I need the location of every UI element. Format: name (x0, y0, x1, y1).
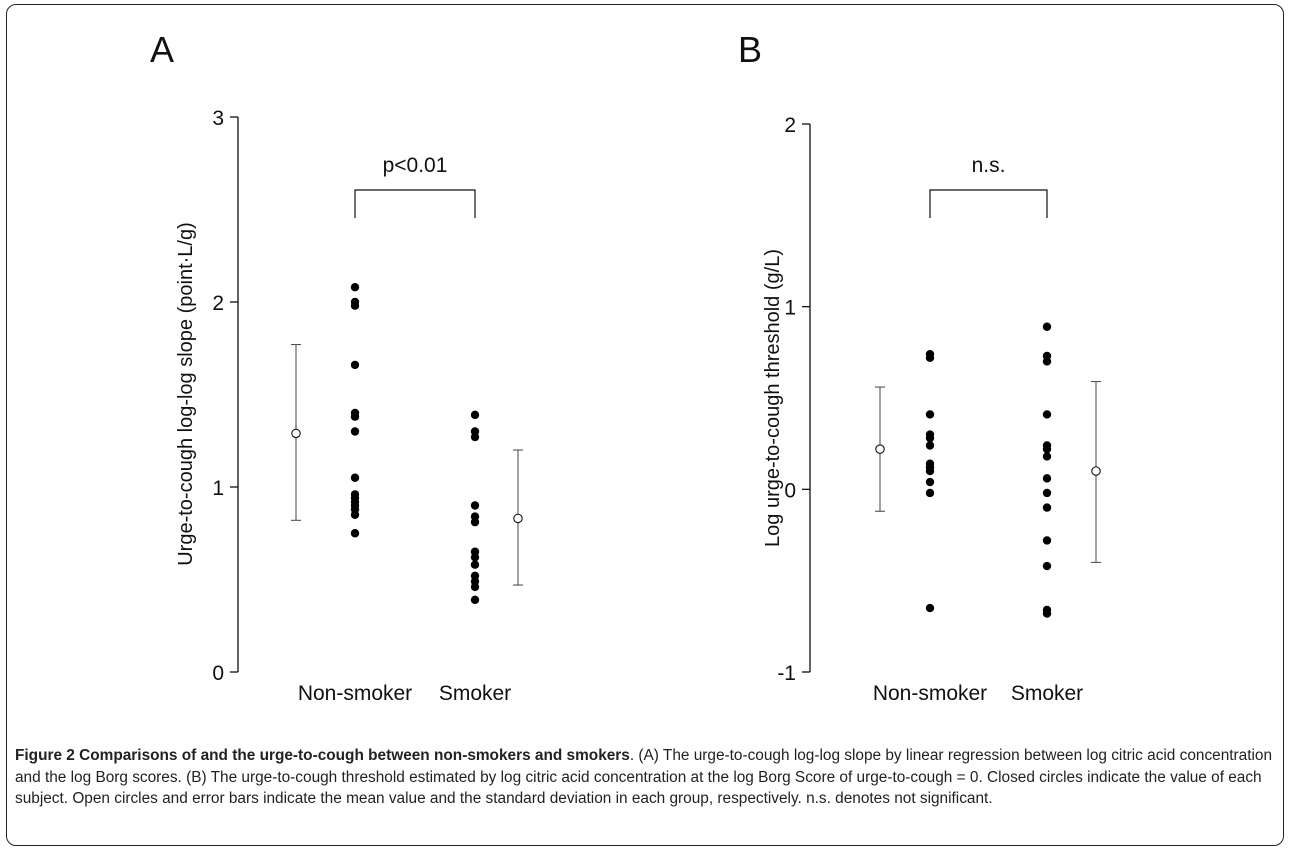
figure-caption: Figure 2 Comparisons of and the urge-to-… (15, 745, 1277, 810)
y-tick-label: 1 (784, 297, 796, 320)
data-point (471, 553, 479, 561)
y-tick-label: 0 (784, 479, 796, 502)
data-point (1043, 503, 1051, 511)
data-point (926, 410, 934, 418)
significance-bracket (355, 190, 475, 218)
y-tick-label: 2 (212, 292, 224, 315)
data-point (926, 604, 934, 612)
y-tick-label: 1 (212, 477, 224, 500)
data-point (1043, 452, 1051, 460)
data-point (1043, 562, 1051, 570)
data-point (471, 433, 479, 441)
caption-title: Figure 2 Comparisons of and the urge-to-… (15, 747, 630, 764)
data-point (351, 427, 359, 435)
data-point (1043, 357, 1051, 365)
data-point (471, 518, 479, 526)
y-axis-label: Urge-to-cough log-log slope (point·L/g) (175, 222, 197, 566)
category-label: Smoker (439, 682, 511, 705)
data-point (471, 501, 479, 509)
panel-letter: A (150, 29, 174, 70)
category-label: Non-smoker (873, 682, 987, 705)
significance-label: p<0.01 (383, 154, 448, 177)
y-tick-label: 3 (212, 107, 224, 130)
mean-point (876, 445, 884, 453)
panel-b: B -1 0 1 2 Log urge-to-cough threshold (g/L) N… (738, 29, 1101, 705)
mean-point (1092, 467, 1100, 475)
y-tick-label: -1 (777, 662, 796, 685)
data-point (1043, 489, 1051, 497)
data-point (351, 511, 359, 519)
data-point (926, 489, 934, 497)
data-point (351, 361, 359, 369)
data-point (471, 411, 479, 419)
mean-point (514, 514, 522, 522)
data-point (351, 529, 359, 537)
mean-point (292, 429, 300, 437)
data-point (471, 583, 479, 591)
data-point (1043, 410, 1051, 418)
data-point (1043, 474, 1051, 482)
y-axis-label: Log urge-to-cough threshold (g/L) (762, 249, 784, 547)
data-point (351, 474, 359, 482)
category-label: Smoker (1011, 682, 1083, 705)
data-point (926, 434, 934, 442)
y-tick-label: 2 (784, 114, 796, 137)
data-point (351, 283, 359, 291)
significance-bracket (930, 190, 1047, 218)
panel-a: A 0 1 2 3 Urge-to-cough log-log slope (point·… (150, 29, 523, 705)
data-point (351, 302, 359, 310)
data-point (1043, 445, 1051, 453)
figure-charts: A 0 1 2 3 Urge-to-cough log-log slope (point·… (0, 0, 1292, 740)
data-point (926, 441, 934, 449)
data-point (926, 478, 934, 486)
data-point (926, 467, 934, 475)
y-tick-label: 0 (212, 662, 224, 685)
data-point (926, 354, 934, 362)
data-point (1043, 609, 1051, 617)
data-point (471, 561, 479, 569)
significance-label: n.s. (972, 154, 1006, 177)
data-point (1043, 323, 1051, 331)
panel-letter: B (738, 29, 762, 70)
data-point (351, 413, 359, 421)
category-label: Non-smoker (298, 682, 412, 705)
data-point (1043, 536, 1051, 544)
data-point (471, 596, 479, 604)
